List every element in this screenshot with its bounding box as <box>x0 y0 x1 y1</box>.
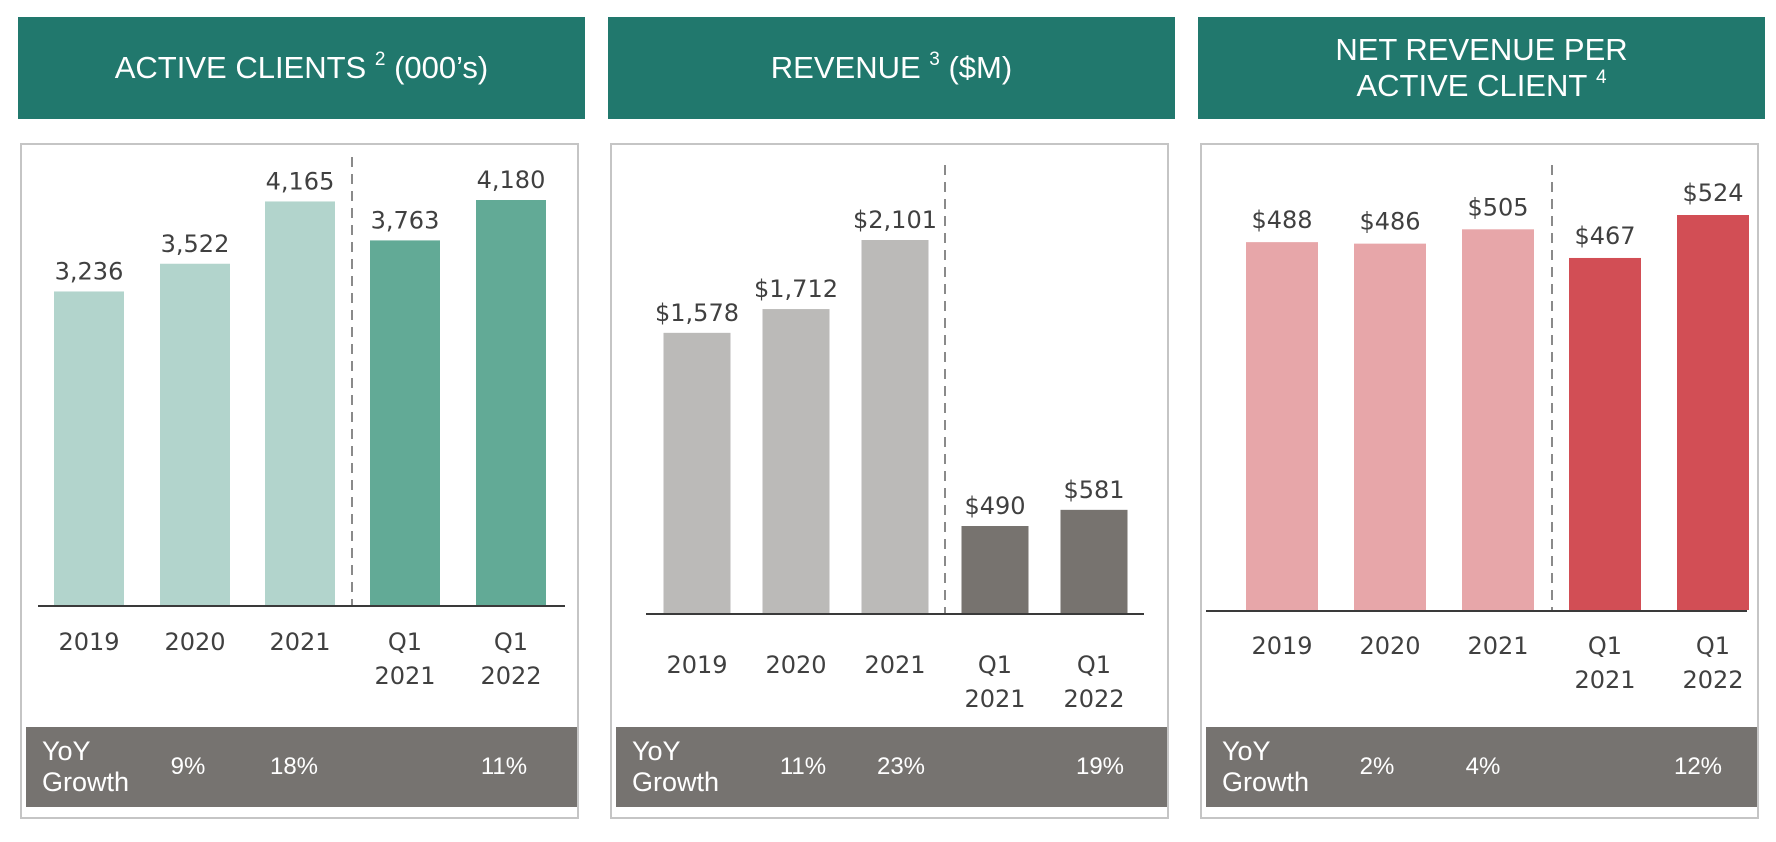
data-label: $2,101 <box>853 206 937 234</box>
yoy-value: 4% <box>1465 753 1501 780</box>
data-label: $1,712 <box>754 275 838 303</box>
footnote-marker: 2 <box>374 48 386 70</box>
bar <box>265 201 335 605</box>
data-label: 3,763 <box>371 206 440 234</box>
category-label: 2022 <box>480 662 541 690</box>
bar <box>861 240 929 613</box>
panel-revenue: REVENUE 3 ($M) $1,578 2019 $1,712 2020 $2,10… <box>608 0 1175 842</box>
bar <box>54 291 124 605</box>
yoy-value: 12% <box>1673 753 1723 780</box>
panel-active-clients: ACTIVE CLIENTS 2 (000’s) 3,236 2019 3,522 2… <box>18 0 585 842</box>
yoy-value: 19% <box>1075 753 1125 780</box>
data-label: $1,578 <box>655 299 739 327</box>
footnote-marker: 3 <box>929 48 940 70</box>
data-label: $486 <box>1359 208 1420 236</box>
category-label: 2019 <box>1251 632 1312 660</box>
bar <box>1677 215 1749 610</box>
yoy-label: YoY Growth <box>632 736 720 797</box>
category-label: Q1 <box>1696 632 1730 660</box>
panel-title: NET REVENUE PER ACTIVE CLIENT 4 <box>1335 32 1628 103</box>
category-label: 2021 <box>374 662 435 690</box>
bar <box>370 240 440 605</box>
category-label: 2021 <box>964 685 1025 713</box>
yoy-value: 23% <box>876 753 926 780</box>
data-label: $490 <box>964 492 1025 520</box>
data-label: $581 <box>1063 476 1124 504</box>
yoy-label: YoY Growth <box>1222 736 1310 797</box>
panel-header: NET REVENUE PER ACTIVE CLIENT 4 <box>1198 17 1765 119</box>
bar <box>1060 509 1128 613</box>
bar <box>1462 229 1534 611</box>
yoy-value: 2% <box>1359 753 1395 780</box>
bar-chart-net-revenue-per-client: $488 2019 $486 2020 $505 2021 $467 Q1 2021 $524 Q1… <box>1206 165 1749 694</box>
bar <box>1246 242 1318 611</box>
category-label: Q1 <box>1077 651 1111 679</box>
category-label: 2021 <box>1574 666 1635 694</box>
yoy-value: 11% <box>480 753 528 780</box>
panel-header: ACTIVE CLIENTS 2 (000’s) <box>18 17 585 119</box>
bar <box>160 263 230 605</box>
category-label: Q1 <box>388 628 422 656</box>
bar <box>1354 243 1426 611</box>
footnote-marker: 4 <box>1595 66 1607 88</box>
data-label: 3,522 <box>161 230 230 258</box>
data-label: 3,236 <box>55 257 124 285</box>
data-label: $505 <box>1467 193 1528 221</box>
yoy-growth-row: YoY Growth 9% 18% 11% <box>26 727 577 807</box>
category-label: 2022 <box>1063 685 1124 713</box>
yoy-label: YoY Growth <box>42 736 130 797</box>
category-label: 2020 <box>765 651 826 679</box>
category-label: 2021 <box>1467 632 1528 660</box>
panel-title: REVENUE 3 ($M) <box>770 48 1013 85</box>
bar <box>476 200 546 605</box>
yoy-value: 11% <box>779 753 827 780</box>
data-label: 4,165 <box>266 167 335 195</box>
panel-title: ACTIVE CLIENTS 2 (000’s) <box>114 48 489 85</box>
data-label: $488 <box>1251 206 1312 234</box>
bar <box>663 332 731 613</box>
bar <box>762 309 830 613</box>
yoy-value: 18% <box>269 753 319 780</box>
category-label: 2019 <box>58 628 119 656</box>
bar-chart-revenue: $1,578 2019 $1,712 2020 $2,101 2021 $490 Q1 2021… <box>646 165 1144 713</box>
category-label: 2021 <box>269 628 330 656</box>
category-label: Q1 <box>494 628 528 656</box>
category-label: 2019 <box>666 651 727 679</box>
data-label: $524 <box>1682 179 1743 207</box>
panel-net-revenue-per-client: NET REVENUE PER ACTIVE CLIENT 4 $488 2019… <box>1198 0 1765 842</box>
category-label: 2020 <box>164 628 225 656</box>
bar <box>1569 257 1641 610</box>
yoy-growth-row: YoY Growth 11% 23% 19% <box>616 727 1167 807</box>
category-label: 2022 <box>1682 666 1743 694</box>
data-label: 4,180 <box>477 166 546 194</box>
bar-chart-active-clients: 3,236 2019 3,522 2020 4,165 2021 3,763 Q1 2021 4,… <box>38 157 565 690</box>
panel-header: REVENUE 3 ($M) <box>608 17 1175 119</box>
category-label: 2021 <box>864 651 925 679</box>
data-label: $467 <box>1574 222 1635 250</box>
yoy-growth-row: YoY Growth 2% 4% 12% <box>1206 727 1757 807</box>
category-label: 2020 <box>1359 632 1420 660</box>
category-label: Q1 <box>978 651 1012 679</box>
bar <box>961 526 1029 613</box>
category-label: Q1 <box>1588 632 1622 660</box>
yoy-value: 9% <box>170 753 206 780</box>
